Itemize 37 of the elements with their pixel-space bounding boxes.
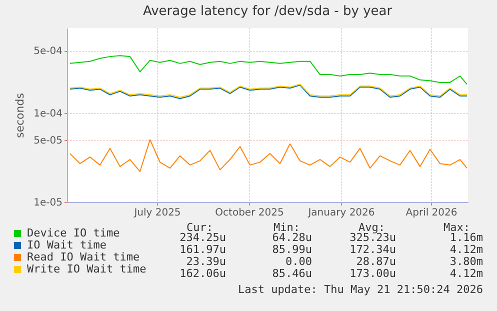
text: 325.23u xyxy=(350,231,396,244)
text: 4.12m xyxy=(450,243,483,256)
text: 28.87u xyxy=(356,255,396,268)
line-series xyxy=(70,139,468,172)
x-tick-label: April 2026 xyxy=(406,208,458,218)
legend-label: IO Wait time xyxy=(27,238,106,252)
text: 0.00 xyxy=(286,255,312,268)
text: 3.80m xyxy=(450,255,483,268)
text: 172.34u xyxy=(350,243,396,256)
text: 23.39u xyxy=(186,255,226,268)
text: Max: xyxy=(444,221,470,234)
chart-title: Average latency for /dev/sda - by year xyxy=(142,4,393,19)
x-tick-label: October 2025 xyxy=(215,208,284,218)
legend-label: Device IO time xyxy=(27,226,120,240)
text: 1.16m xyxy=(450,231,483,244)
text: 173.00u xyxy=(350,267,396,280)
text: Avg: xyxy=(358,221,385,234)
y-tick-label: 5e-04 xyxy=(34,46,62,58)
text: 162.06u xyxy=(180,267,226,280)
text: 85.46u xyxy=(272,267,312,280)
line-series xyxy=(70,55,468,85)
x-tick-label: January 2026 xyxy=(307,208,375,218)
legend-label: Write IO Wait time xyxy=(27,262,146,276)
text: 85.99u xyxy=(272,243,312,256)
text: Min: xyxy=(274,221,300,234)
text: 234.25u xyxy=(180,231,226,244)
y-tick-label: 1e-04 xyxy=(34,108,62,120)
x-tick-label: July 2025 xyxy=(133,208,181,218)
text: 161.97u xyxy=(180,243,226,256)
y-tick-label: 5e-05 xyxy=(34,135,62,146)
legend-label: Read IO Wait time xyxy=(27,250,140,264)
text: Last update: Thu May 21 21:50:24 2026 xyxy=(238,283,483,296)
text: 4.12m xyxy=(450,267,483,280)
text: 64.28u xyxy=(272,231,312,244)
y-tick-label: 1e-05 xyxy=(34,198,62,208)
y-axis-title: seconds xyxy=(14,92,27,138)
text: Cur: xyxy=(186,221,213,234)
